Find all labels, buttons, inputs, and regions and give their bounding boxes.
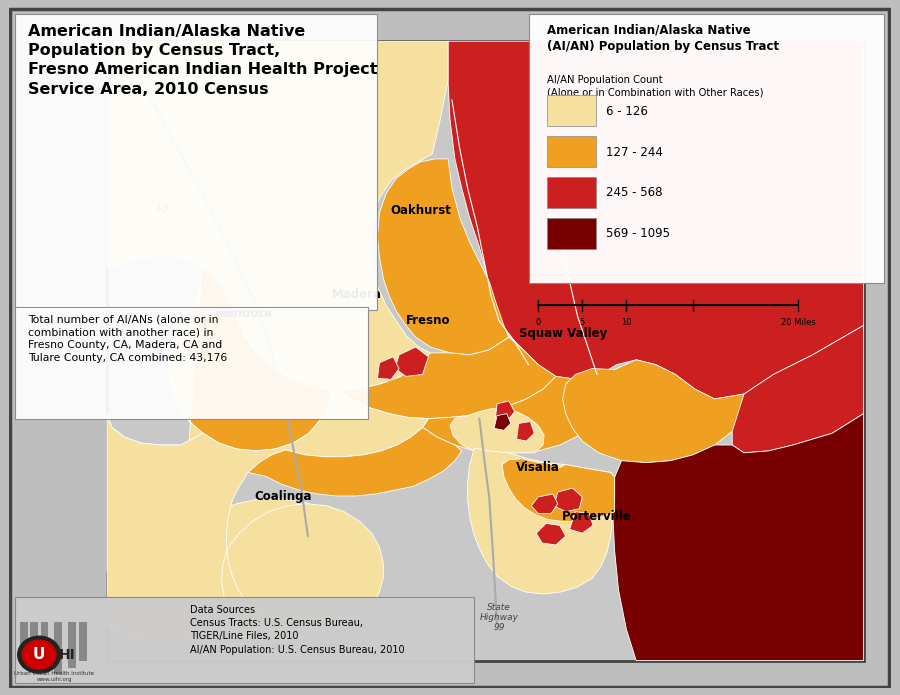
Text: 10: 10 bbox=[621, 318, 632, 327]
Text: 0: 0 bbox=[536, 318, 541, 327]
Polygon shape bbox=[531, 494, 558, 514]
FancyBboxPatch shape bbox=[547, 177, 596, 208]
Text: AI/AN Population Count
(Alone or in Combination with Other Races): AI/AN Population Count (Alone or in Comb… bbox=[547, 75, 763, 98]
Text: 5: 5 bbox=[580, 318, 585, 327]
Bar bbox=[79, 622, 86, 662]
Bar bbox=[40, 622, 49, 671]
Text: 20 Miles: 20 Miles bbox=[781, 318, 815, 327]
Polygon shape bbox=[613, 414, 864, 661]
FancyBboxPatch shape bbox=[15, 598, 473, 682]
Polygon shape bbox=[562, 360, 744, 463]
Text: www.uihi.org: www.uihi.org bbox=[37, 678, 72, 682]
FancyBboxPatch shape bbox=[529, 14, 884, 283]
Text: Madera: Madera bbox=[332, 288, 382, 301]
Text: Total number of AI/ANs (alone or in
combination with another race) in
Fresno Cou: Total number of AI/ANs (alone or in comb… bbox=[29, 315, 228, 363]
Text: HI: HI bbox=[58, 648, 75, 662]
FancyBboxPatch shape bbox=[547, 136, 596, 167]
Polygon shape bbox=[248, 427, 462, 496]
Text: State
Highway
99: State Highway 99 bbox=[480, 603, 518, 632]
Polygon shape bbox=[377, 357, 399, 379]
Polygon shape bbox=[536, 523, 565, 545]
Text: Coalinga: Coalinga bbox=[255, 491, 312, 503]
Text: American Indian/Alaska Native
(AI/AN) Population by Census Tract: American Indian/Alaska Native (AI/AN) Po… bbox=[547, 24, 779, 54]
Text: Fresno: Fresno bbox=[406, 314, 451, 327]
FancyBboxPatch shape bbox=[15, 306, 368, 419]
Polygon shape bbox=[517, 421, 535, 441]
Text: 127 - 244: 127 - 244 bbox=[606, 145, 663, 158]
Bar bbox=[30, 622, 38, 664]
Bar bbox=[55, 622, 62, 674]
Polygon shape bbox=[554, 488, 582, 512]
Polygon shape bbox=[570, 512, 593, 533]
Polygon shape bbox=[332, 337, 556, 418]
Polygon shape bbox=[107, 390, 428, 643]
Text: U: U bbox=[33, 647, 45, 662]
Text: 245 - 568: 245 - 568 bbox=[606, 186, 662, 199]
Polygon shape bbox=[448, 41, 864, 399]
Polygon shape bbox=[107, 41, 864, 661]
Polygon shape bbox=[733, 325, 864, 453]
Polygon shape bbox=[468, 448, 615, 594]
Text: Porterville: Porterville bbox=[562, 510, 632, 523]
Bar bbox=[20, 622, 28, 658]
Polygon shape bbox=[395, 347, 428, 377]
Text: Urban Indian Health Institute: Urban Indian Health Institute bbox=[14, 671, 94, 676]
FancyBboxPatch shape bbox=[15, 14, 377, 310]
Polygon shape bbox=[170, 267, 332, 451]
Text: 569 - 1095: 569 - 1095 bbox=[606, 227, 670, 240]
Circle shape bbox=[22, 640, 56, 669]
FancyBboxPatch shape bbox=[547, 95, 596, 126]
Text: I-5: I-5 bbox=[158, 203, 170, 213]
Polygon shape bbox=[494, 414, 511, 430]
Polygon shape bbox=[423, 370, 615, 453]
Text: Visalia: Visalia bbox=[517, 461, 560, 474]
FancyBboxPatch shape bbox=[547, 218, 596, 249]
Polygon shape bbox=[502, 459, 615, 521]
Circle shape bbox=[18, 636, 60, 673]
Polygon shape bbox=[495, 401, 515, 421]
Text: Oakhurst: Oakhurst bbox=[391, 204, 451, 218]
Text: Data Sources
Census Tracts: U.S. Census Bureau,
TIGER/Line Files, 2010
AI/AN Pop: Data Sources Census Tracts: U.S. Census … bbox=[190, 605, 404, 655]
Text: 6 - 126: 6 - 126 bbox=[606, 105, 648, 117]
Text: American Indian/Alaska Native
Population by Census Tract,
Fresno American Indian: American Indian/Alaska Native Population… bbox=[29, 24, 378, 97]
Polygon shape bbox=[450, 409, 544, 453]
Polygon shape bbox=[107, 41, 448, 390]
Polygon shape bbox=[377, 159, 508, 355]
Text: Squaw Valley: Squaw Valley bbox=[518, 327, 607, 340]
Bar bbox=[68, 622, 76, 668]
Text: N: N bbox=[201, 345, 210, 355]
Polygon shape bbox=[107, 279, 368, 645]
Text: Mendota: Mendota bbox=[215, 307, 274, 320]
